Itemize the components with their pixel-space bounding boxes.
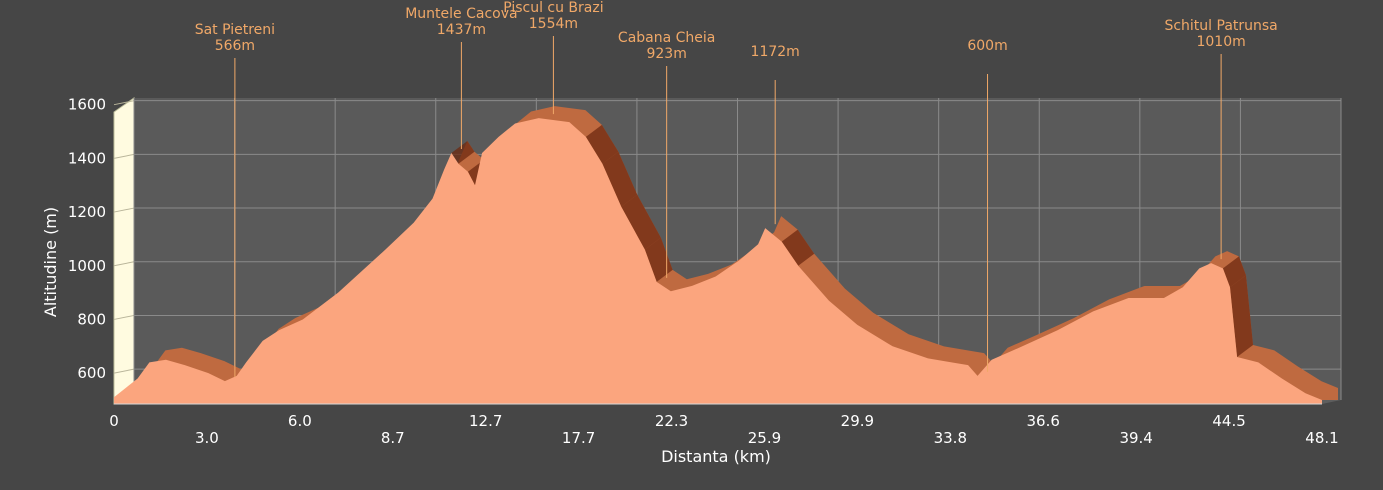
y-tick-label: 1200	[68, 203, 106, 221]
profile-slope-shade	[621, 194, 661, 250]
annotation-name: Sat Pietreni	[195, 22, 275, 38]
annotation-elevation: 1172m	[751, 44, 800, 60]
profile-front-face	[114, 118, 1322, 405]
profile-slope-shade	[781, 229, 815, 266]
y-tick-label: 1400	[68, 149, 106, 167]
annotation-elevation: 1554m	[529, 16, 578, 32]
x-tick-label: 17.7	[562, 429, 595, 447]
x-tick-label: 12.7	[469, 412, 502, 430]
annotation-name: Cabana Cheia	[618, 30, 715, 46]
y-tick-label: 1000	[68, 257, 106, 275]
x-tick-label: 33.8	[934, 429, 967, 447]
x-tick-label: 6.0	[288, 412, 312, 430]
x-tick-label: 0	[109, 412, 119, 430]
y-tick-label: 600	[77, 364, 106, 382]
y-tick-label: 800	[77, 310, 106, 328]
plot-side-wall	[113, 97, 135, 405]
x-tick-label: 48.1	[1305, 429, 1338, 447]
annotation-elevation: 1010m	[1196, 34, 1245, 50]
x-tick-label: 25.9	[748, 429, 781, 447]
y-axis-title: Altitudine (m)	[41, 207, 60, 317]
grid-line-wall	[113, 207, 135, 213]
x-tick-label: 3.0	[195, 429, 219, 447]
x-axis-title: Distanta (km)	[661, 447, 771, 466]
grid-line-wall	[113, 314, 135, 320]
profile-slope-shade	[1222, 256, 1246, 288]
profile-slope-shade	[451, 141, 475, 164]
x-tick-label: 39.4	[1119, 429, 1152, 447]
annotation-elevation: 1437m	[437, 22, 486, 38]
profile-slope-shade	[585, 124, 619, 164]
x-tick-label: 29.9	[841, 412, 874, 430]
grid-line-wall	[113, 100, 135, 106]
x-tick-label: 36.6	[1027, 412, 1060, 430]
annotation-name: Schitul Patrunsa	[1164, 18, 1277, 34]
x-tick-label: 22.3	[655, 412, 688, 430]
profile-slope-shade	[644, 237, 673, 282]
grid-line-wall	[113, 153, 135, 159]
x-tick-label: 44.5	[1212, 412, 1245, 430]
annotation-elevation: 923m	[646, 46, 686, 62]
profile-slope-shade	[1229, 275, 1254, 358]
profile-slope-shade	[602, 151, 638, 207]
y-tick-label: 1600	[68, 96, 106, 114]
x-tick-label: 8.7	[381, 429, 405, 447]
grid-line-wall	[113, 368, 135, 374]
annotation-name: Piscul cu Brazi	[503, 0, 603, 16]
annotation-name: Muntele Cacova	[405, 6, 517, 22]
grid-line-wall	[113, 261, 135, 267]
annotation-elevation: 566m	[215, 38, 255, 54]
annotation-elevation: 600m	[967, 38, 1007, 54]
